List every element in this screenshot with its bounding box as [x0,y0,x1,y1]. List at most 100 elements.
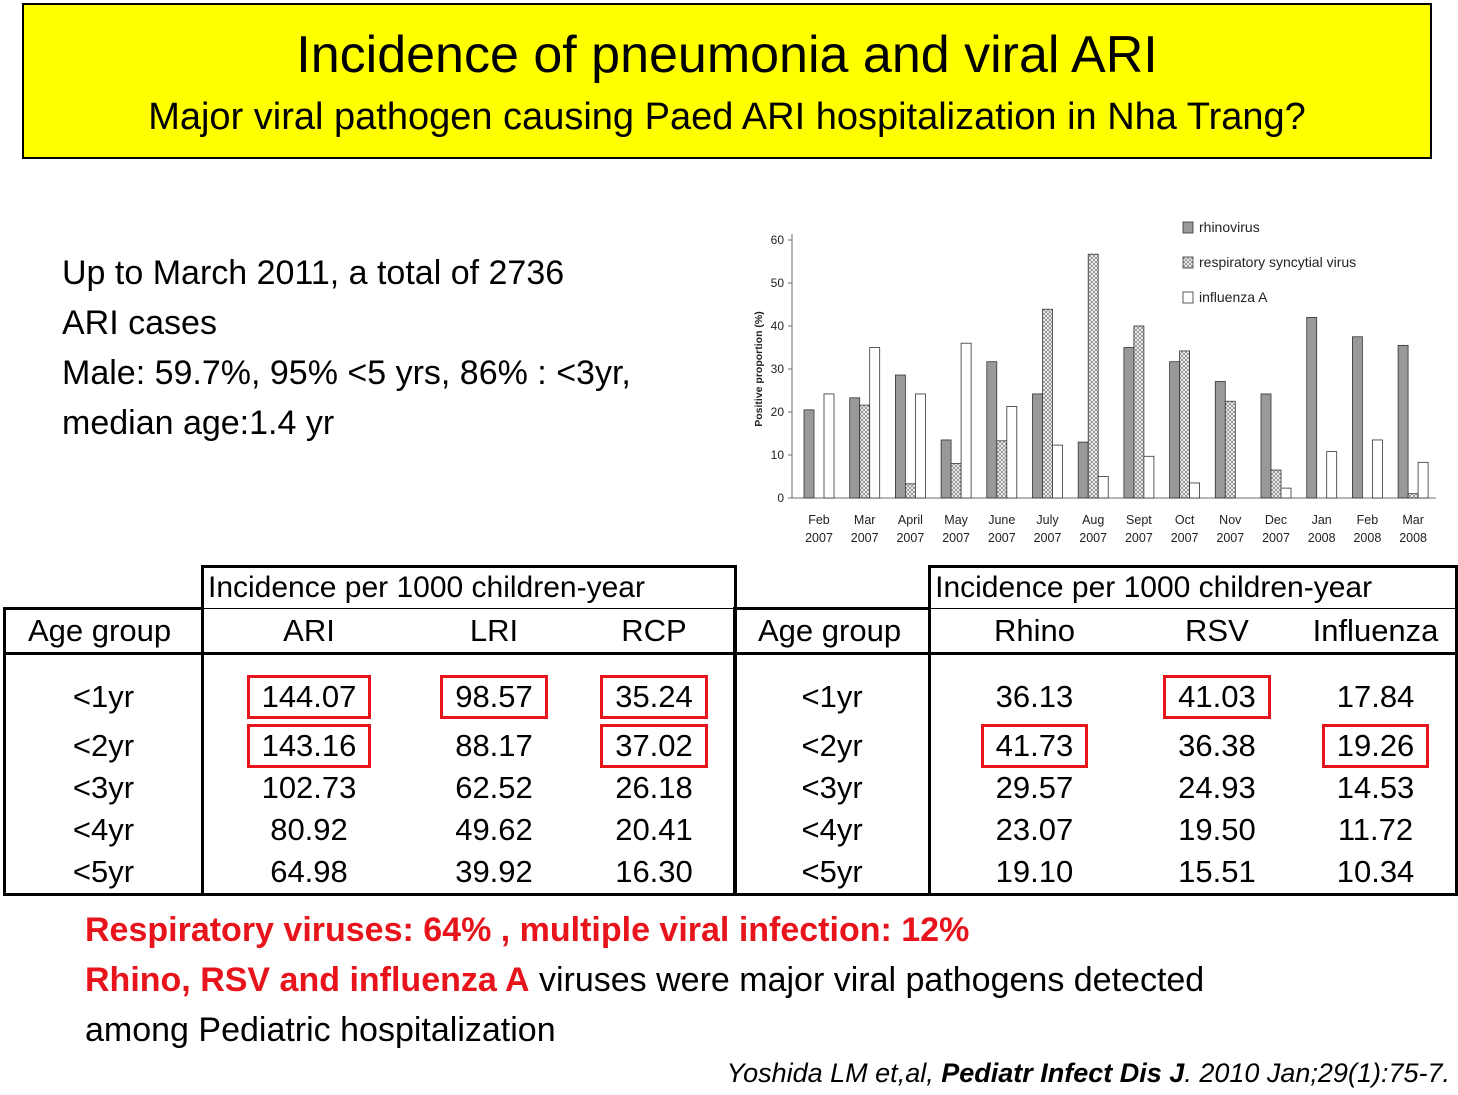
value: 80.92 [270,812,348,847]
incidence-value-cell: 144.07 [201,653,414,725]
table-group-header: Incidence per 1000 children-year [928,565,1458,609]
value: 10.34 [1336,854,1415,889]
highlighted-value: 37.02 [600,724,708,768]
rsv-bar [996,440,1008,499]
rsv-bar [1224,400,1236,499]
legend-label: respiratory syncytial virus [1199,254,1356,270]
influenza-bar [869,347,881,499]
x-tick-label-year: 2007 [1216,531,1244,545]
table-row: <4yr 80.92 49.62 20.41 [3,809,737,851]
y-tick-label: 50 [771,276,785,290]
incidence-value-cell: 19.50 [1138,809,1296,851]
summary-line: ARI cases [62,304,217,342]
table-column-header: Rhino [928,608,1138,655]
table-row: <4yr 23.07 19.50 11.72 [732,809,1458,851]
table-row: <3yr 102.73 62.52 26.18 [3,767,737,809]
value: 39.92 [455,854,533,889]
value: 24.93 [1178,770,1256,805]
rsv-bar [904,483,916,499]
x-tick-label-year: 2007 [1262,531,1290,545]
table-column-header: Age group [3,608,203,655]
incidence-value-cell: 39.92 [414,851,574,896]
rsv-bar [1407,493,1419,499]
table-corner [734,566,930,610]
influenza-bar [1006,406,1018,499]
rhinovirus-bar [1306,317,1318,499]
age-group-cell: <4yr [732,809,930,851]
citation-authors: Yoshida LM et,al, [726,1058,942,1088]
incidence-value-cell: 17.84 [1296,653,1458,725]
incidence-value-cell: 49.62 [414,809,574,851]
rsv-bar [1042,308,1053,499]
table-column-header: Influenza [1296,608,1458,655]
summary-line: Up to March 2011, a total of 2736 [62,254,565,292]
citation-journal: Pediatr Infect Dis J [941,1058,1185,1088]
y-tick-label: 10 [771,448,785,462]
age-group-cell: <2yr [3,725,203,767]
incidence-value-cell: 23.07 [928,809,1138,851]
table-corner [4,566,203,610]
citation: Yoshida LM et,al, Pediatr Infect Dis J. … [727,1058,1450,1089]
table-column-header: RCP [574,608,737,655]
highlighted-value: 144.07 [246,675,372,719]
value: 62.52 [455,770,533,805]
influenza-bar [1417,461,1429,499]
incidence-value-cell: 24.93 [1138,767,1296,809]
x-tick-label-month: Feb [1357,513,1379,527]
x-tick-label-month: July [1036,513,1059,527]
value: 15.51 [1178,854,1256,889]
incidence-value-cell: 143.16 [201,724,414,768]
table-row: <5yr 19.10 15.51 10.34 [732,851,1458,896]
value: 26.18 [615,770,693,805]
highlighted-value: 41.73 [980,724,1089,768]
rhinovirus-bar [1352,336,1363,499]
legend-label: influenza A [1199,289,1268,305]
incidence-value-cell: 41.03 [1138,654,1296,726]
x-tick-label-month: Sept [1126,513,1152,527]
x-tick-label-year: 2008 [1399,531,1427,545]
highlighted-value: 19.26 [1321,724,1430,768]
y-tick-label: 60 [771,233,785,247]
value: 17.84 [1336,679,1415,714]
x-tick-label-year: 2008 [1353,531,1381,545]
rhinovirus-bar [1397,344,1409,499]
value: 88.17 [455,728,533,763]
influenza-bar [1372,439,1383,499]
highlighted-value: 41.03 [1163,675,1271,719]
x-tick-label-year: 2007 [1079,531,1107,545]
legend-swatch [1182,291,1194,304]
incidence-value-cell: 41.73 [928,724,1138,768]
incidence-value-cell: 102.73 [201,767,414,809]
rhinovirus-bar [1169,361,1181,499]
x-tick-label-year: 2007 [805,531,833,545]
incidence-value-cell: 20.41 [574,809,737,851]
rhinovirus-bar [986,361,998,499]
incidence-value-cell: 64.98 [201,851,414,896]
slide-subtitle: Major viral pathogen causing Paed ARI ho… [148,96,1306,138]
rhinovirus-bar [894,374,906,499]
influenza-bar [1326,451,1338,499]
x-tick-label-month: Feb [808,513,830,527]
rsv-bar [1087,253,1099,499]
findings-pathogens: Rhino, RSV and influenza A [85,961,530,999]
table-row: <1yr 144.07 98.57 35.24 [3,653,737,726]
incidence-value-cell: 29.57 [928,767,1138,809]
x-tick-label-month: Nov [1219,513,1242,527]
x-tick-label-month: Mar [1402,513,1424,527]
title-banner: Incidence of pneumonia and viral ARI Maj… [22,3,1432,159]
highlighted-value: 35.24 [600,675,708,719]
x-tick-label-year: 2007 [988,531,1016,545]
rhinovirus-bar [1077,441,1089,499]
table-header-row: Incidence per 1000 children-year [734,565,1458,610]
incidence-value-cell: 62.52 [414,767,574,809]
table-row: <5yr 64.98 39.92 16.30 [3,851,737,896]
value: 20.41 [615,812,693,847]
slide-title: Incidence of pneumonia and viral ARI [296,26,1158,84]
incidence-value-cell: 98.57 [414,654,574,726]
x-tick-label-month: May [944,513,968,527]
incidence-value-cell: 15.51 [1137,851,1297,896]
table-row: <3yr 29.57 24.93 14.53 [732,767,1458,809]
rsv-bar [950,463,962,499]
influenza-bar [1143,455,1155,499]
table-column-header: RSV [1137,608,1297,655]
